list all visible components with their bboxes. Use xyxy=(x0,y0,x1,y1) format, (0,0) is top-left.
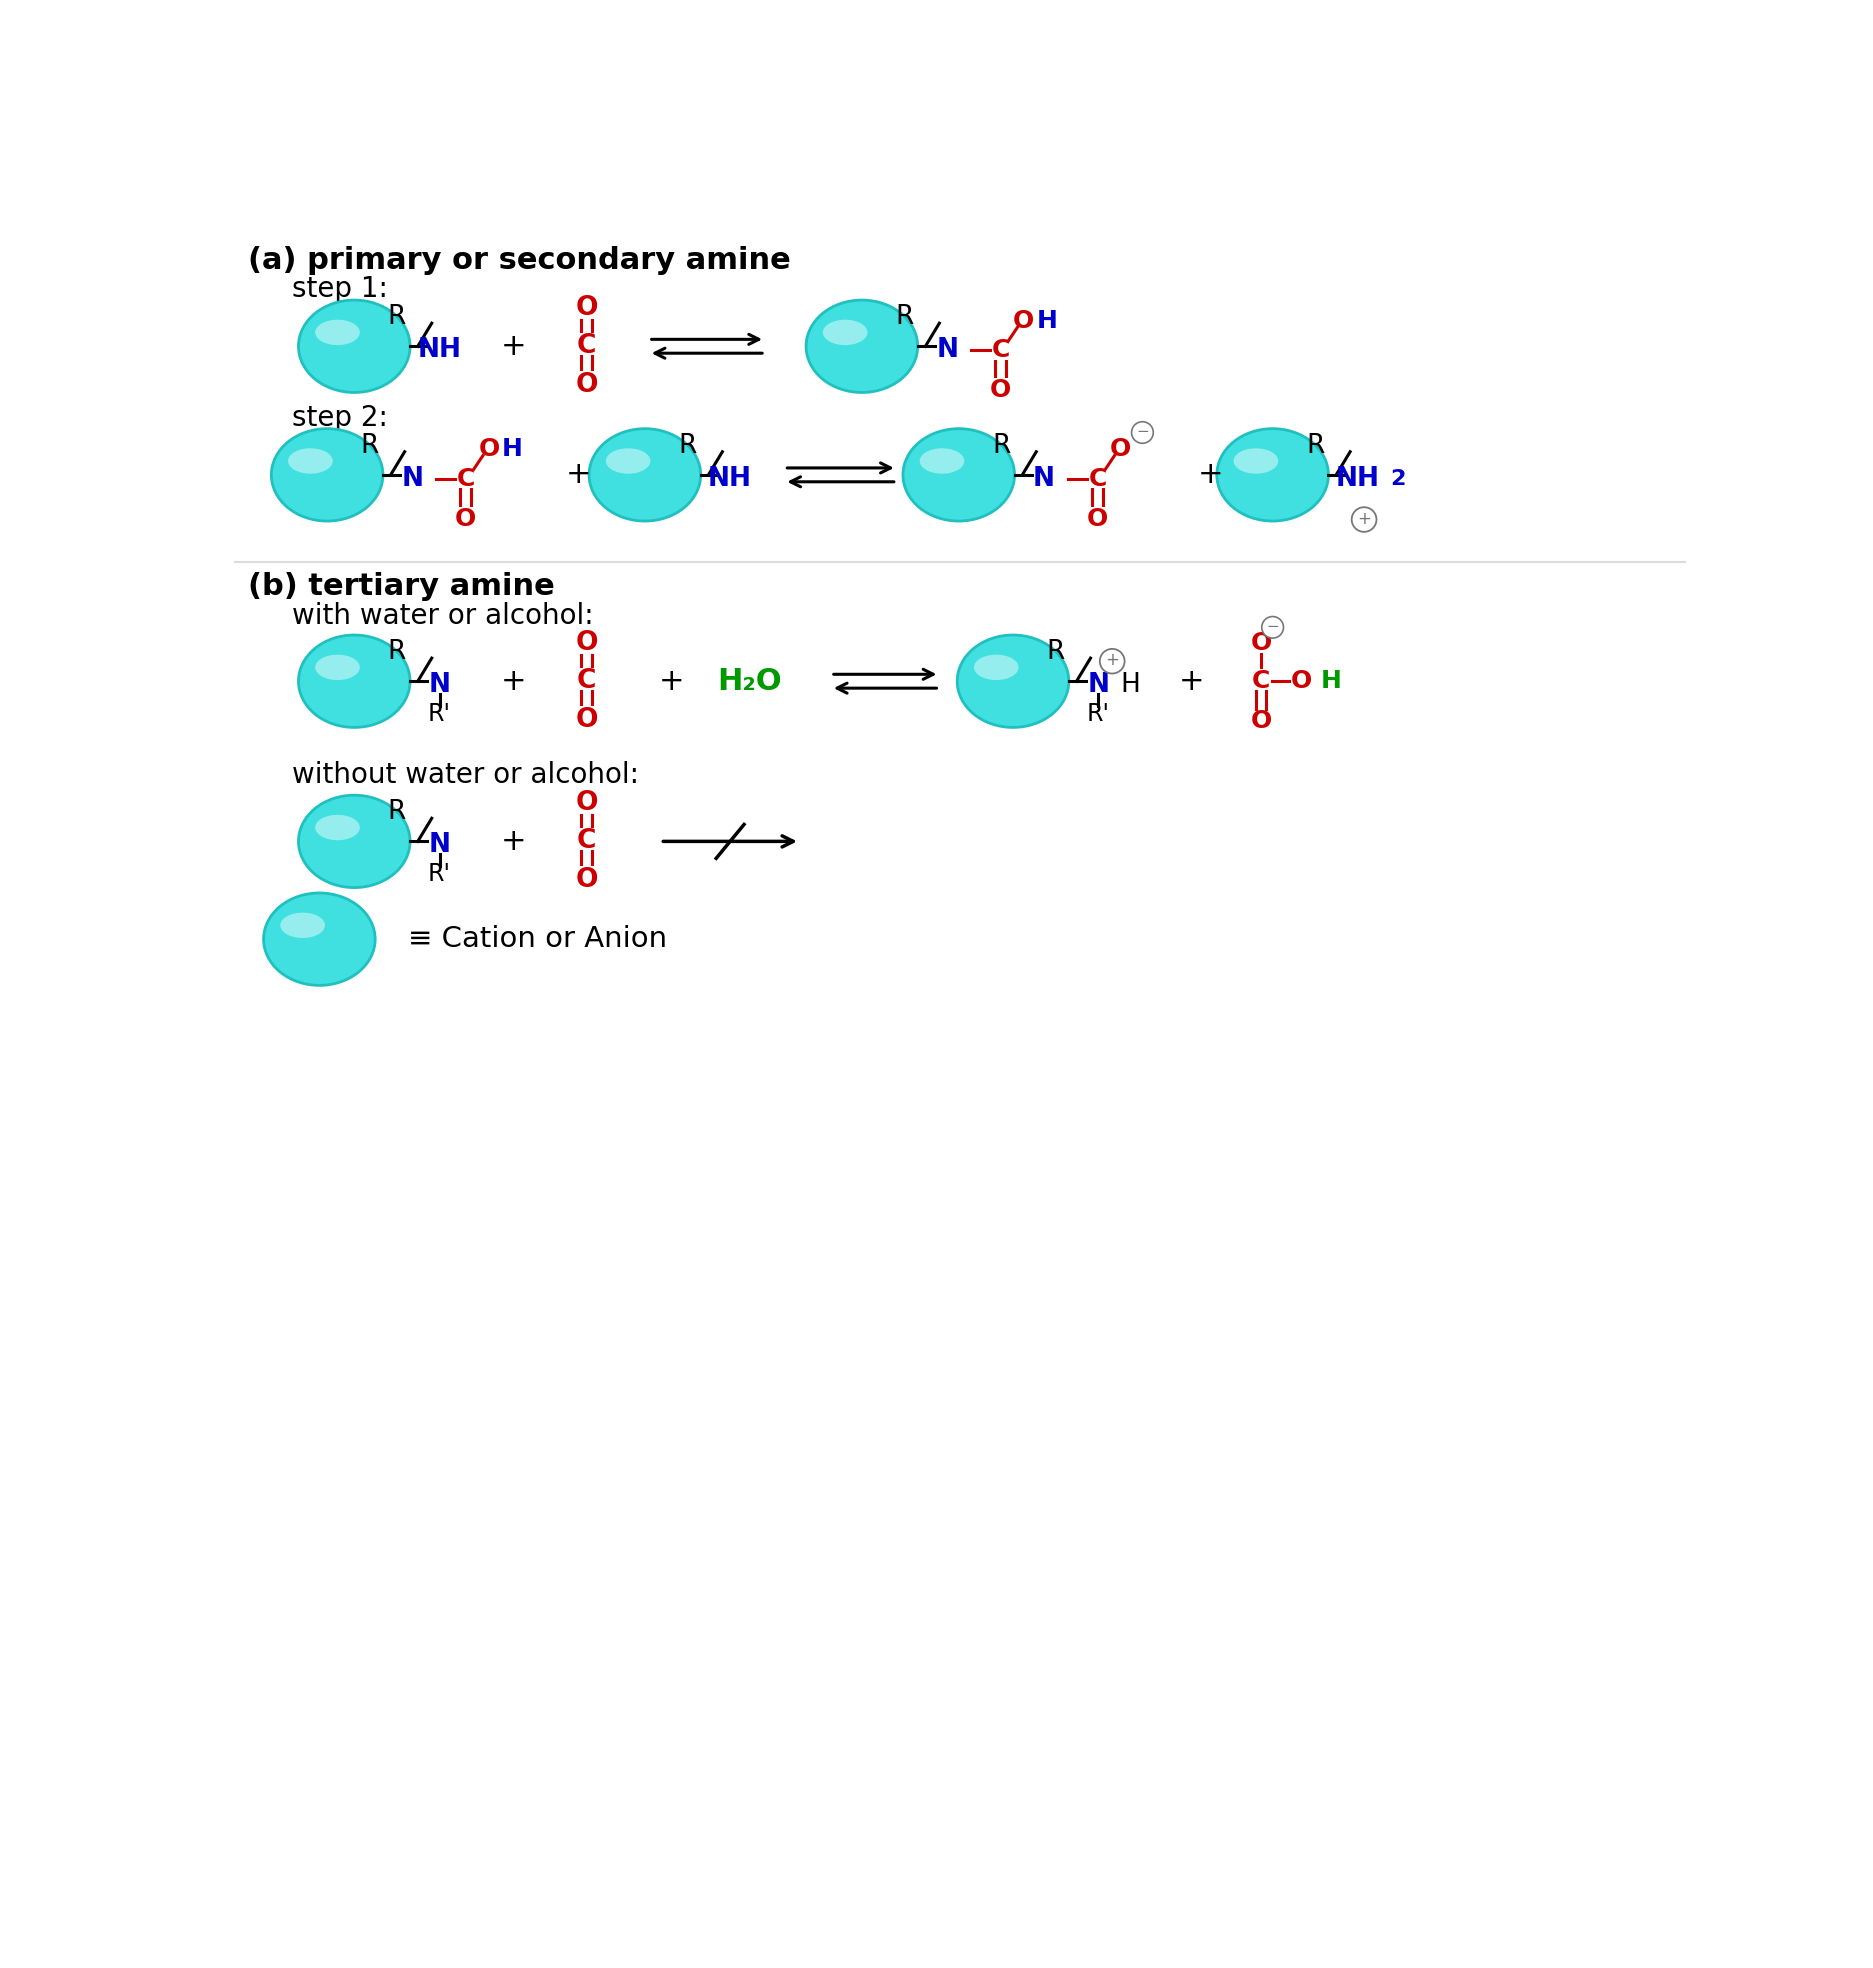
Text: R: R xyxy=(993,433,1011,459)
Ellipse shape xyxy=(590,429,701,522)
Text: −: − xyxy=(1266,620,1279,634)
Ellipse shape xyxy=(957,636,1069,728)
Circle shape xyxy=(1262,616,1283,638)
Text: R: R xyxy=(388,640,406,665)
Text: O: O xyxy=(455,506,476,531)
Text: H: H xyxy=(1120,671,1141,699)
Ellipse shape xyxy=(298,299,410,392)
Ellipse shape xyxy=(315,655,360,681)
Ellipse shape xyxy=(288,449,333,474)
Ellipse shape xyxy=(315,815,360,840)
Text: O: O xyxy=(478,437,500,461)
Text: +: + xyxy=(500,333,526,360)
Text: O: O xyxy=(1086,506,1109,531)
Ellipse shape xyxy=(315,319,360,344)
Ellipse shape xyxy=(920,449,965,474)
Text: O: O xyxy=(575,630,597,655)
Text: R: R xyxy=(388,799,406,825)
Ellipse shape xyxy=(1234,449,1277,474)
Text: R: R xyxy=(678,433,697,459)
Text: C: C xyxy=(577,333,596,360)
Text: N: N xyxy=(1034,466,1054,492)
Ellipse shape xyxy=(1217,429,1328,522)
Text: N: N xyxy=(936,337,959,364)
Text: R': R' xyxy=(429,701,451,726)
Text: R: R xyxy=(895,303,914,331)
Text: O: O xyxy=(575,707,597,732)
Text: +: + xyxy=(500,827,526,856)
Text: without water or alcohol:: without water or alcohol: xyxy=(292,762,639,789)
Text: O: O xyxy=(575,295,597,321)
Ellipse shape xyxy=(805,299,918,392)
Text: +: + xyxy=(1178,667,1204,697)
Text: H: H xyxy=(1036,309,1058,333)
Ellipse shape xyxy=(903,429,1015,522)
Text: +: + xyxy=(659,667,686,697)
Circle shape xyxy=(1131,421,1154,443)
Text: NH: NH xyxy=(708,466,753,492)
Text: +: + xyxy=(500,667,526,697)
Text: O: O xyxy=(575,372,597,398)
Text: H: H xyxy=(502,437,523,461)
Text: +: + xyxy=(1199,461,1223,490)
Text: H: H xyxy=(1320,669,1341,693)
Text: ≡ Cation or Anion: ≡ Cation or Anion xyxy=(408,925,667,953)
Text: step 1:: step 1: xyxy=(292,274,388,303)
Ellipse shape xyxy=(281,913,324,939)
Text: O: O xyxy=(1013,309,1034,333)
Text: N: N xyxy=(401,466,423,492)
Text: O: O xyxy=(575,789,597,817)
Text: C: C xyxy=(577,669,596,695)
Text: +: + xyxy=(1105,651,1120,669)
Text: +: + xyxy=(1358,510,1371,527)
Text: NH: NH xyxy=(1335,466,1380,492)
Text: R: R xyxy=(361,433,378,459)
Text: O: O xyxy=(1251,708,1272,734)
Text: R': R' xyxy=(429,862,451,886)
Text: (a) primary or secondary amine: (a) primary or secondary amine xyxy=(247,246,790,276)
Text: O: O xyxy=(1290,669,1311,693)
Text: O: O xyxy=(1111,437,1131,461)
Text: O: O xyxy=(575,866,597,893)
Text: H₂O: H₂O xyxy=(717,667,781,697)
Text: C: C xyxy=(1088,466,1107,490)
Ellipse shape xyxy=(974,655,1019,681)
Text: R: R xyxy=(388,303,406,331)
Text: −: − xyxy=(1137,425,1148,439)
Text: N: N xyxy=(429,832,451,858)
Text: C: C xyxy=(577,829,596,854)
Ellipse shape xyxy=(264,893,375,986)
Ellipse shape xyxy=(605,449,650,474)
Text: C: C xyxy=(457,466,476,490)
Text: R: R xyxy=(1047,640,1066,665)
Text: R': R' xyxy=(1086,701,1109,726)
Text: C: C xyxy=(991,338,1010,362)
Text: O: O xyxy=(991,378,1011,401)
Text: O: O xyxy=(1251,630,1272,655)
Text: C: C xyxy=(1251,669,1270,693)
Text: (b) tertiary amine: (b) tertiary amine xyxy=(247,573,554,600)
Text: R: R xyxy=(1305,433,1324,459)
Text: with water or alcohol:: with water or alcohol: xyxy=(292,602,594,630)
Ellipse shape xyxy=(822,319,867,344)
Text: 2: 2 xyxy=(1390,468,1407,488)
Circle shape xyxy=(1099,649,1124,673)
Text: N: N xyxy=(429,671,451,699)
Ellipse shape xyxy=(272,429,382,522)
Circle shape xyxy=(1352,508,1377,531)
Ellipse shape xyxy=(298,795,410,888)
Text: N: N xyxy=(1086,671,1109,699)
Text: NH: NH xyxy=(418,337,461,364)
Text: step 2:: step 2: xyxy=(292,403,388,431)
Text: +: + xyxy=(566,461,592,490)
Ellipse shape xyxy=(298,636,410,728)
